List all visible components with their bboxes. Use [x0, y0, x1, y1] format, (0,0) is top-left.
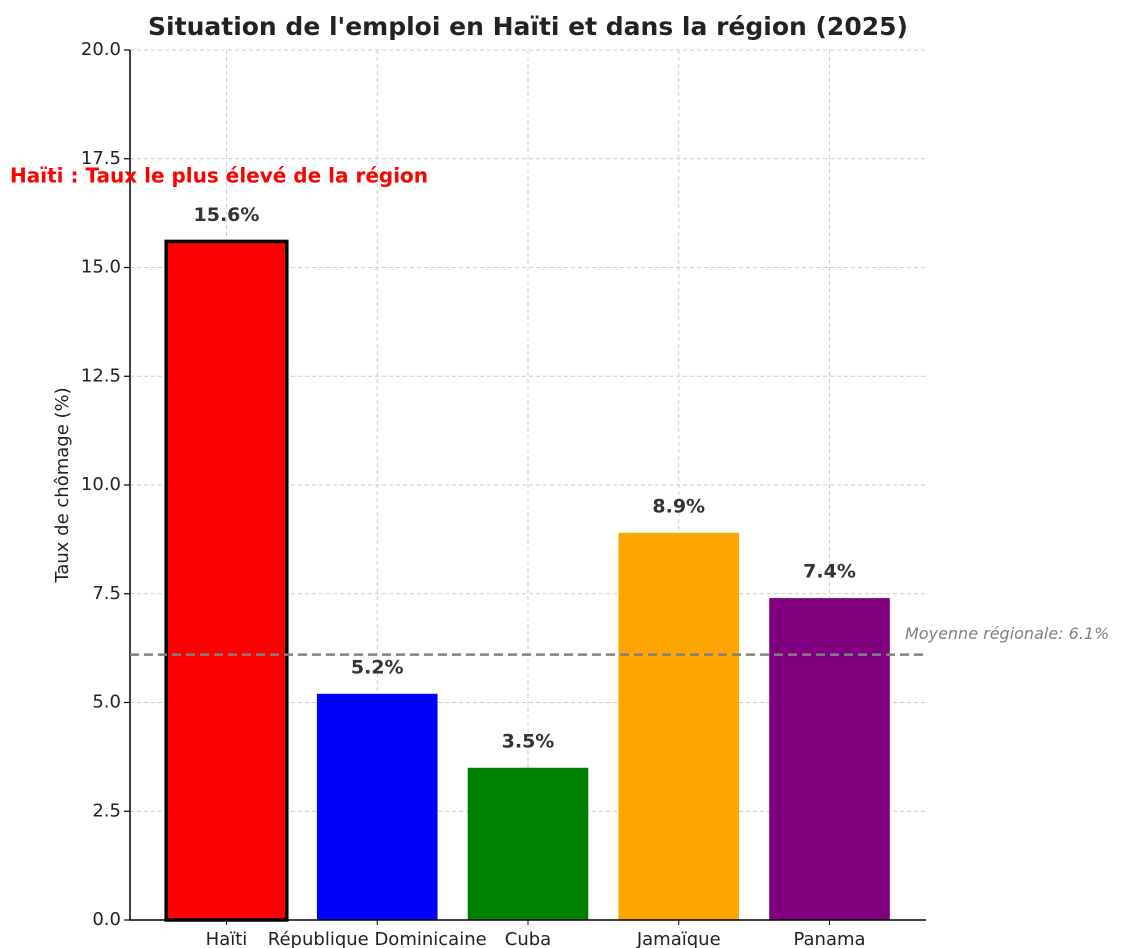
value-label: 3.5%: [502, 730, 555, 752]
bar: [316, 693, 438, 920]
bar: [618, 532, 740, 920]
value-label: 7.4%: [803, 561, 856, 583]
y-tick-label: 10.0: [81, 474, 121, 495]
x-tick-label: Jamaïque: [636, 929, 721, 948]
y-tick-label: 20.0: [81, 39, 121, 60]
x-tick-label: Haïti: [206, 929, 248, 948]
chart-title: Situation de l'emploi en Haïti et dans l…: [148, 12, 908, 41]
bar: [164, 239, 289, 922]
y-axis-label: Taux de chômage (%): [52, 387, 73, 583]
y-tick-label: 15.0: [81, 257, 121, 278]
y-tick-label: 7.5: [92, 583, 121, 604]
x-tick-label: Cuba: [505, 929, 551, 948]
x-tick-label: Panama: [793, 929, 865, 948]
y-tick-label: 0.0: [92, 909, 121, 930]
bar: [467, 767, 589, 920]
x-tick-label: République Dominicaine: [268, 929, 487, 948]
annotation: Haïti : Taux le plus élevé de la région: [10, 164, 428, 188]
y-tick-label: 17.5: [81, 148, 121, 169]
y-tick-label: 2.5: [92, 800, 121, 821]
y-tick-label: 12.5: [81, 365, 121, 386]
value-label: 5.2%: [351, 656, 404, 678]
bar: [769, 598, 890, 920]
value-label: 15.6%: [194, 204, 260, 226]
reference-label: Moyenne régionale: 6.1%: [905, 624, 1109, 643]
y-tick-label: 5.0: [92, 692, 121, 713]
value-label: 8.9%: [652, 495, 705, 517]
